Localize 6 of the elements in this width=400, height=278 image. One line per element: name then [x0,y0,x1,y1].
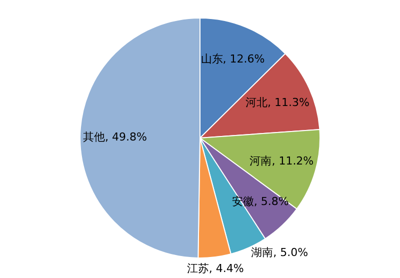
slice-label: 湖南, 5.0% [251,246,308,260]
slice-label: 山东, 12.6% [200,52,265,66]
slice-label: 河南, 11.2% [250,154,314,168]
slice-label: 其他, 49.8% [83,130,147,144]
slice-label: 河北, 11.3% [245,96,310,109]
slice-label: 江苏, 4.4% [186,262,244,276]
